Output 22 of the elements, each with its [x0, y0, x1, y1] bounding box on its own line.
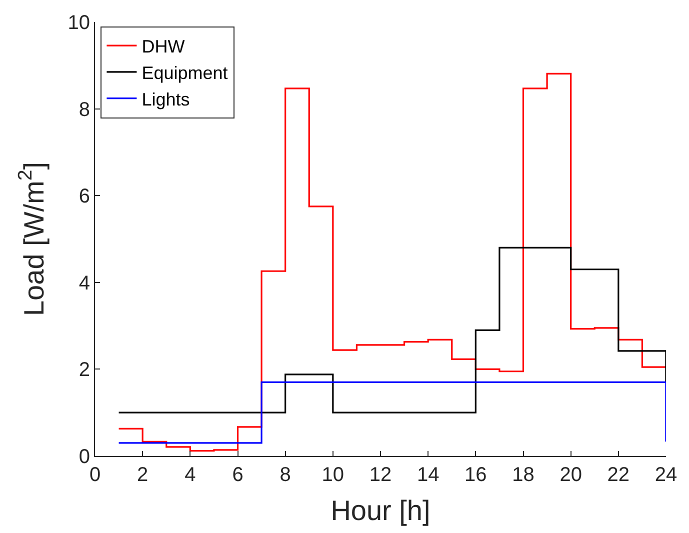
y-tick-label: 10: [68, 12, 90, 34]
x-tick-label: 2: [137, 464, 148, 486]
y-tick-label: 8: [78, 98, 90, 121]
x-axis-title: Hour [h]: [330, 495, 430, 526]
y-tick-label: 4: [78, 272, 90, 294]
x-tick-label: 24: [654, 464, 678, 486]
legend-label: DHW: [142, 36, 185, 57]
x-tick-label: 10: [322, 464, 344, 486]
y-tick-label: 0: [78, 446, 90, 468]
y-tick-label: 6: [78, 186, 90, 208]
x-tick-label: 4: [184, 464, 196, 486]
x-tick-label: 16: [464, 464, 487, 486]
x-tick-label: 12: [369, 464, 392, 486]
x-tick-label: 6: [232, 464, 244, 486]
x-tick-label: 14: [416, 464, 440, 486]
legend-label: Equipment: [142, 62, 228, 83]
x-tick-label: 18: [512, 464, 534, 486]
y-tick-label: 2: [78, 359, 90, 382]
x-tick-label: 20: [560, 464, 582, 486]
legend-label: Lights: [142, 89, 190, 110]
x-tick-label: 8: [280, 464, 291, 486]
x-tick-label: 22: [607, 464, 630, 486]
